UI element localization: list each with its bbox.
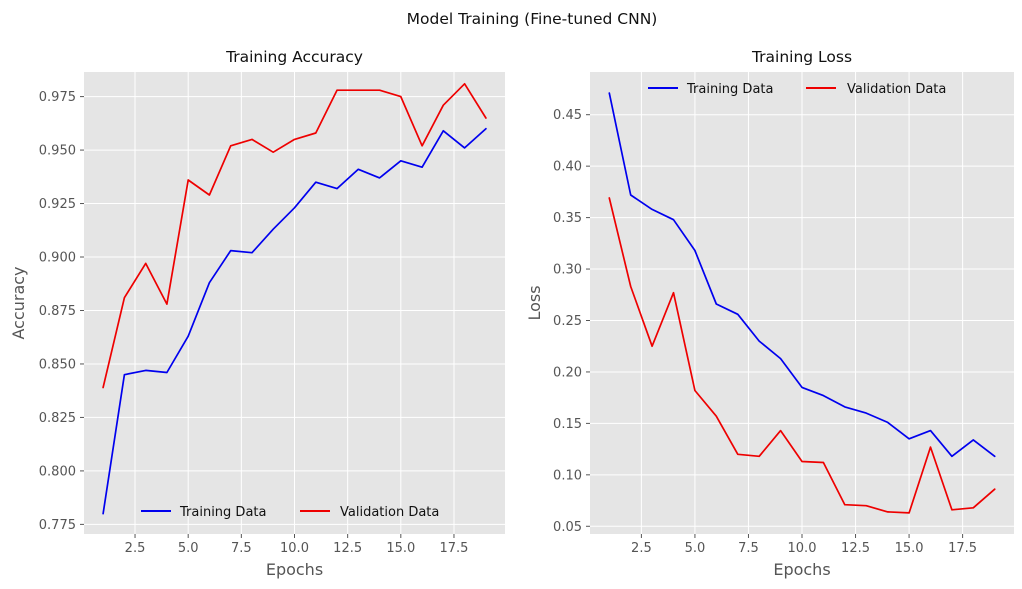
loss-x-axis-label: Epochs — [773, 560, 830, 579]
accuracy-y-tick-label: 0.775 — [39, 518, 76, 533]
loss-x-tick-label: 12.5 — [841, 541, 870, 556]
accuracy-x-tick-label: 7.5 — [231, 541, 252, 556]
loss-panel: 2.5 5.0 7.5 10.0 12.5 15.0 17.5 0.05 0.10 0.15 0.2… — [525, 48, 1014, 579]
accuracy-x-tick-label: 10.0 — [280, 541, 309, 556]
accuracy-title: Training Accuracy — [225, 48, 363, 66]
accuracy-y-tick-label: 0.800 — [39, 464, 76, 479]
loss-y-axis-label: Loss — [525, 285, 544, 320]
accuracy-y-tick-label: 0.950 — [39, 144, 76, 159]
loss-y-tick-label: 0.05 — [553, 520, 582, 535]
loss-x-tick-label: 7.5 — [738, 541, 759, 556]
accuracy-legend-training-label: Training Data — [179, 505, 266, 520]
accuracy-y-tick-label: 0.975 — [39, 90, 76, 105]
accuracy-panel: 2.5 5.0 7.5 10.0 12.5 15.0 17.5 0.775 0.800 0.825… — [9, 48, 505, 579]
accuracy-legend: Training Data Validation Data — [141, 505, 439, 520]
accuracy-y-tick-label: 0.875 — [39, 304, 76, 319]
accuracy-x-tick-label: 17.5 — [439, 541, 468, 556]
loss-y-tick-label: 0.25 — [553, 314, 582, 329]
accuracy-y-tick-label: 0.900 — [39, 251, 76, 266]
accuracy-x-tick-label: 15.0 — [386, 541, 415, 556]
accuracy-series-training-line — [102, 127, 487, 515]
loss-series-validation-line — [608, 197, 996, 514]
accuracy-x-axis-label: Epochs — [266, 560, 323, 579]
loss-y-tick-label: 0.30 — [553, 263, 582, 278]
accuracy-x-tick-label: 2.5 — [125, 541, 146, 556]
accuracy-y-axis-label: Accuracy — [9, 266, 28, 339]
loss-x-tick-label: 2.5 — [631, 541, 652, 556]
loss-x-tick-label: 17.5 — [948, 541, 977, 556]
loss-x-tick-label: 5.0 — [685, 541, 706, 556]
loss-y-tick-label: 0.20 — [553, 365, 582, 380]
loss-y-tick-label: 0.10 — [553, 468, 582, 483]
accuracy-y-tick-label: 0.925 — [39, 197, 76, 212]
figure-title: Model Training (Fine-tuned CNN) — [407, 10, 658, 28]
accuracy-x-tick-label: 5.0 — [178, 541, 199, 556]
accuracy-y-tick-label: 0.850 — [39, 357, 76, 372]
loss-title: Training Loss — [751, 48, 852, 66]
loss-y-tick-label: 0.45 — [553, 108, 582, 123]
accuracy-y-tick-label: 0.825 — [39, 411, 76, 426]
loss-y-tick-label: 0.15 — [553, 417, 582, 432]
loss-x-tick-label: 15.0 — [895, 541, 924, 556]
loss-x-tick-label: 10.0 — [788, 541, 817, 556]
loss-series-training-line — [608, 92, 996, 458]
loss-legend-training-label: Training Data — [686, 82, 773, 97]
loss-legend: Training Data Validation Data — [648, 82, 946, 97]
loss-y-tick-label: 0.40 — [553, 160, 582, 175]
loss-y-tick-label: 0.35 — [553, 211, 582, 226]
accuracy-legend-validation-label: Validation Data — [340, 505, 439, 520]
accuracy-x-tick-label: 12.5 — [333, 541, 362, 556]
loss-legend-validation-label: Validation Data — [847, 82, 946, 97]
accuracy-series-validation-line — [102, 82, 487, 389]
